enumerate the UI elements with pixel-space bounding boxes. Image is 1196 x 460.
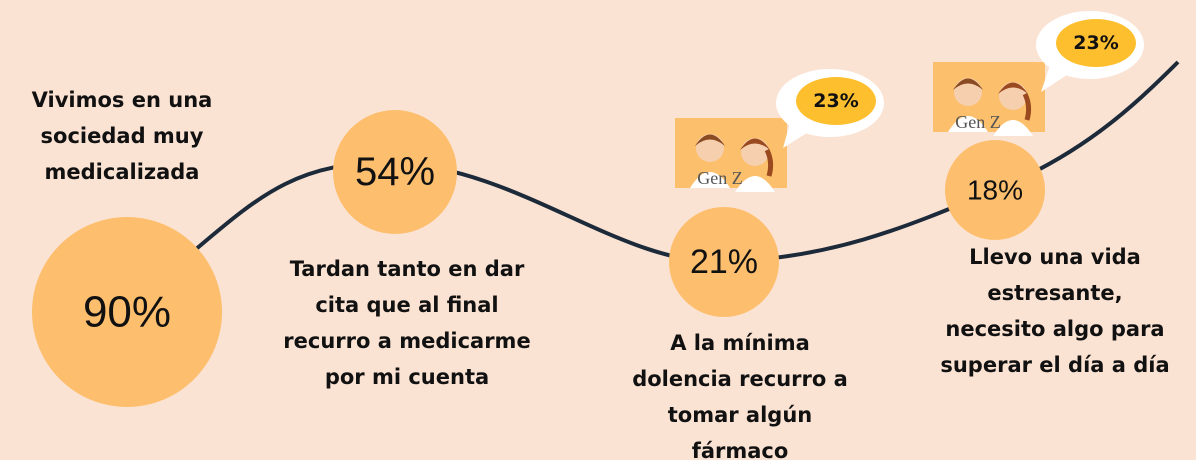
percent-circle: [669, 207, 779, 317]
caption-line: superar el día a día: [940, 353, 1169, 377]
percent-label: 90%: [83, 288, 171, 337]
genz-label: Gen Z: [697, 168, 742, 188]
shirt: [690, 172, 730, 188]
caption-line: fármaco: [692, 439, 789, 460]
caption-line: Llevo una vida: [969, 245, 1141, 269]
caption-line: recurro a medicarme: [283, 329, 530, 353]
caption-line: sociedad muy: [41, 124, 204, 148]
caption-line: A la mínima: [670, 331, 810, 355]
percent-label: 54%: [355, 150, 435, 194]
percent-label: 18%: [967, 175, 1023, 206]
shirt: [735, 176, 775, 192]
face: [741, 138, 769, 166]
caption-line: por mi cuenta: [325, 365, 489, 389]
bubble-inner: [1056, 19, 1136, 67]
percent-label: 21%: [690, 243, 758, 281]
face: [999, 82, 1027, 110]
caption-line: necesito algo para: [945, 317, 1164, 341]
percent-circle: [32, 217, 222, 407]
face: [954, 78, 982, 106]
braid: [764, 148, 774, 177]
bubble-label: 23%: [1073, 32, 1118, 54]
genz-label: Gen Z: [955, 112, 1000, 132]
hair: [740, 138, 770, 150]
caption-line: tomar algún: [668, 403, 813, 427]
braid: [1022, 92, 1032, 121]
caption-line: dolencia recurro a: [632, 367, 848, 391]
face: [696, 134, 724, 162]
bubble-inner: [796, 77, 876, 125]
caption-line: medicalizada: [45, 160, 200, 184]
shirt: [993, 120, 1033, 136]
percent-circle: [333, 110, 457, 234]
hair: [998, 82, 1028, 94]
percent-circle: [945, 140, 1045, 240]
shirt: [948, 116, 988, 132]
hair: [695, 134, 725, 146]
bubble-label: 23%: [813, 90, 858, 112]
caption-line: cita que al final: [315, 293, 498, 317]
caption-line: Vivimos en una: [32, 88, 213, 112]
hair: [953, 78, 983, 90]
caption-line: estresante,: [987, 281, 1122, 305]
caption-line: Tardan tanto en dar: [290, 257, 525, 281]
